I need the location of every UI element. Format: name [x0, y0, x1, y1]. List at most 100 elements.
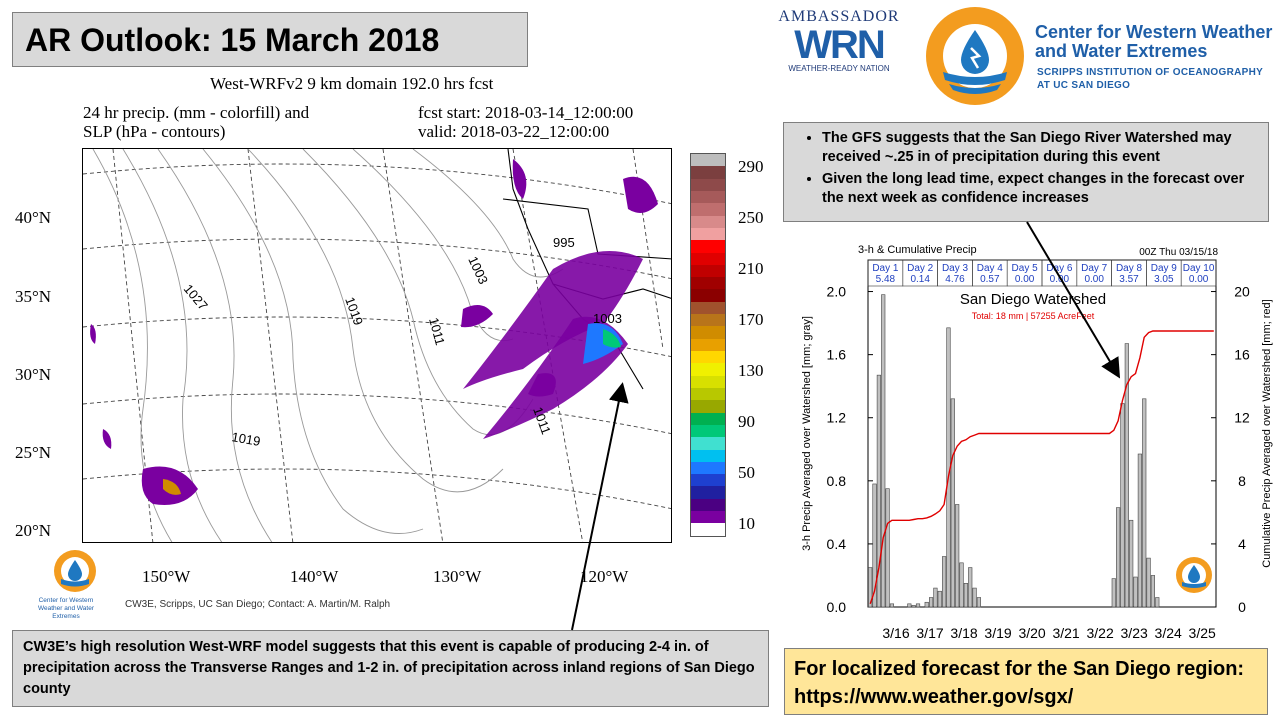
colorbar-segment	[691, 227, 725, 241]
precip-bar	[976, 597, 981, 608]
y-right-tick-label: 20	[1234, 284, 1250, 300]
y-right-tick-label: 8	[1238, 473, 1246, 489]
colorbar-segment	[691, 486, 725, 499]
cw3e-chart-logo-icon	[1176, 557, 1212, 593]
watershed-precip-chart: 3-h & Cumulative Precip 00Z Thu 03/15/18 D…	[796, 240, 1280, 641]
local-forecast-box: For localized forecast for the San Diego…	[784, 648, 1268, 715]
colorbar-label: 10	[738, 514, 755, 533]
local-forecast-text: For localized forecast for the San Diego…	[794, 658, 1245, 680]
x-date-label: 3/20	[1018, 625, 1045, 640]
colorbar-segment	[691, 338, 725, 351]
wrn-top-text: AMBASSADOR	[778, 8, 900, 25]
note-bullet: The GFS suggests that the San Diego Rive…	[822, 129, 1260, 167]
precip-bar	[889, 603, 895, 608]
colorbar-label: 90	[738, 412, 755, 431]
map-variable-line2: SLP (hPa - contours)	[83, 122, 226, 141]
colorbar-segment	[691, 424, 725, 438]
chart-run-label: 00Z Thu 03/15/18	[1139, 247, 1218, 258]
cw3e-subtitle-line2: AT UC SAN DIEGO	[1037, 80, 1131, 91]
x-date-label: 3/17	[916, 625, 943, 640]
x-date-label: 3/21	[1052, 625, 1079, 640]
precip-colorbar	[690, 153, 726, 537]
colorbar-segment	[691, 437, 725, 450]
colorbar-segment	[691, 154, 725, 167]
map-title: West-WRFv2 9 km domain 192.0 hrs fcst	[210, 74, 494, 93]
lon-label: 150°W	[142, 567, 191, 586]
precip-bar	[1146, 557, 1151, 608]
x-date-label: 3/16	[882, 625, 909, 640]
colorbar-segment	[691, 412, 725, 425]
precip-bar	[876, 374, 881, 608]
precip-bar	[1133, 576, 1138, 608]
precip-bar	[1116, 507, 1121, 608]
y-tick-label: 2.0	[827, 284, 847, 300]
day-value: 4.76	[945, 274, 965, 285]
precip-bar	[915, 603, 921, 608]
precip-bar	[868, 567, 873, 608]
day-name: Day 6	[1046, 263, 1073, 274]
day-value: 0.00	[1050, 274, 1070, 285]
colorbar-segment	[691, 264, 725, 278]
precip-bar	[959, 562, 964, 608]
colorbar-segment	[691, 474, 725, 487]
wrn-main-text: WRN	[794, 23, 886, 67]
contour-label: 995	[553, 235, 575, 250]
cw3e-name-line2: and Water Extremes	[1035, 41, 1208, 61]
day-value: 3.57	[1119, 274, 1139, 285]
lat-label: 25°N	[15, 443, 52, 462]
day-value: 0.14	[910, 274, 930, 285]
precip-bar	[933, 587, 938, 608]
chart-title: 3-h & Cumulative Precip	[858, 244, 977, 256]
lat-label: 20°N	[15, 521, 52, 540]
colorbar-label: 170	[738, 310, 764, 329]
x-date-label: 3/25	[1189, 625, 1216, 640]
gfs-note-box: The GFS suggests that the San Diego Rive…	[783, 122, 1269, 222]
day-name: Day 2	[907, 263, 934, 274]
colorbar-segment	[691, 277, 725, 290]
contour-label: 1027	[181, 281, 211, 313]
cumulative-line	[869, 330, 1214, 605]
west-wrf-note-box: CW3E’s high resolution West-WRF model su…	[12, 630, 769, 707]
y-tick-label: 0.0	[827, 599, 847, 615]
map-variable-line1: 24 hr precip. (mm - colorfill) and	[83, 103, 310, 122]
y-tick-label: 1.6	[827, 347, 847, 363]
map-graticule	[83, 149, 671, 542]
local-forecast-link[interactable]: https://www.weather.gov/sgx/	[794, 686, 1074, 708]
cw3e-subtitle-line1: SCRIPPS INSTITUTION OF OCEANOGRAPHY	[1037, 67, 1264, 78]
colorbar-segment	[691, 511, 725, 524]
colorbar-segment	[691, 252, 725, 265]
day-value: 0.57	[980, 274, 1000, 285]
y-right-axis-title: Cumulative Precip Averaged over Watershe…	[1261, 299, 1273, 567]
colorbar-segment	[691, 387, 725, 401]
colorbar-segment	[691, 498, 725, 512]
y-tick-label: 0.8	[827, 473, 847, 489]
day-name: Day 1	[872, 263, 899, 274]
precip-bar	[911, 605, 916, 608]
precip-bar	[1155, 597, 1160, 608]
lon-label: 120°W	[580, 567, 629, 586]
contour-label: 1003	[593, 311, 622, 326]
colorbar-segment	[691, 215, 725, 228]
lat-label: 40°N	[15, 208, 52, 227]
y-right-tick-label: 12	[1234, 410, 1250, 426]
precip-bar	[1150, 575, 1155, 608]
contour-label: 1011	[426, 316, 448, 347]
cw3e-small-logo-icon	[54, 550, 96, 592]
colorbar-segment	[691, 190, 725, 204]
precip-bar	[963, 583, 968, 608]
slide-title: AR Outlook: 15 March 2018	[12, 12, 528, 67]
precip-bar	[972, 587, 977, 608]
day-name: Day 8	[1116, 263, 1143, 274]
day-name: Day 10	[1183, 263, 1215, 274]
day-name: Day 3	[942, 263, 969, 274]
precip-bar	[1111, 578, 1116, 608]
precip-bar	[885, 488, 890, 608]
colorbar-segment	[691, 240, 725, 253]
day-value: 0.00	[1084, 274, 1104, 285]
colorbar-segment	[691, 351, 725, 364]
precip-chart-svg: 3-h & Cumulative Precip 00Z Thu 03/15/18 D…	[801, 244, 1273, 641]
precip-bar	[942, 556, 947, 608]
colorbar-segment	[691, 289, 725, 302]
precip-bar	[872, 483, 877, 608]
colorbar-segment	[691, 400, 725, 413]
